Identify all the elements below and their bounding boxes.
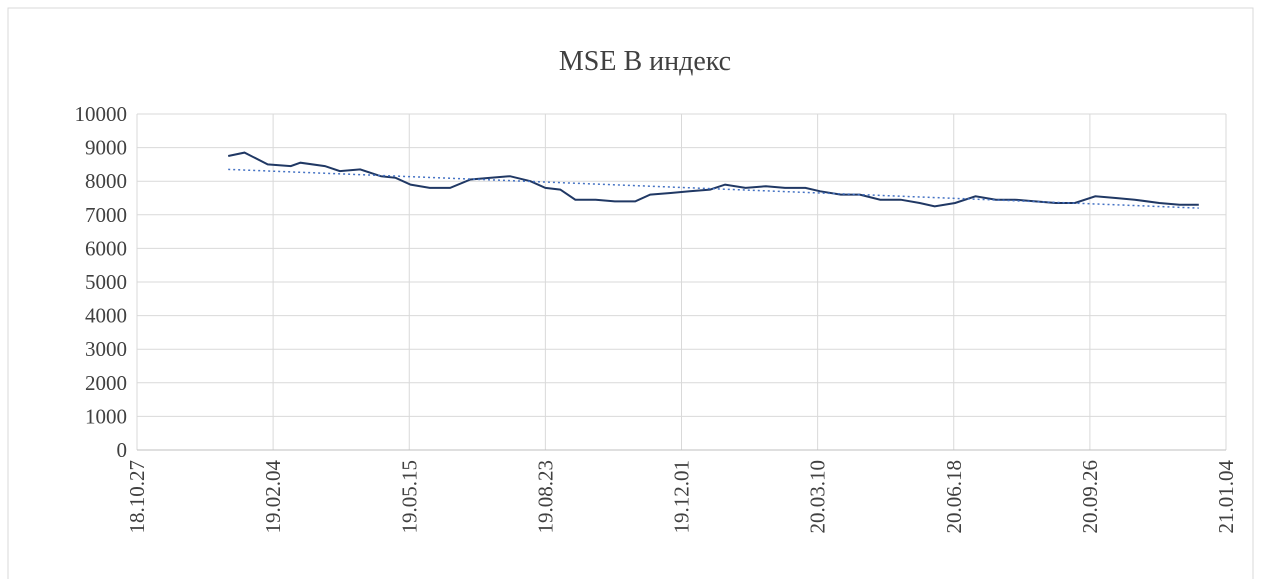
y-tick-label: 4000 — [85, 304, 127, 328]
y-tick-label: 8000 — [85, 169, 127, 193]
x-tick-label: 20.03.10 — [806, 460, 830, 534]
chart-title: MSE B индекс — [559, 46, 731, 77]
x-tick-label: 19.02.04 — [261, 460, 285, 534]
x-tick-label: 19.12.01 — [670, 460, 694, 534]
y-tick-label: 10000 — [75, 102, 128, 126]
y-tick-label: 2000 — [85, 371, 127, 395]
x-tick-label: 21.01.04 — [1214, 460, 1238, 534]
y-tick-label: 3000 — [85, 337, 127, 361]
x-tick-label: 20.06.18 — [942, 460, 966, 534]
y-tick-label: 9000 — [85, 136, 127, 160]
y-tick-label: 6000 — [85, 236, 127, 260]
x-tick-label: 18.10.27 — [125, 460, 149, 534]
y-tick-label: 7000 — [85, 203, 127, 227]
trend-line — [228, 168, 1199, 209]
x-tick-label: 19.08.23 — [533, 460, 557, 534]
data-line — [227, 151, 1199, 208]
chart-frame — [7, 7, 1254, 584]
y-tick-label: 5000 — [85, 270, 127, 294]
y-tick-label: 0 — [117, 438, 128, 462]
y-tick-label: 1000 — [85, 404, 127, 428]
x-tick-label: 20.09.26 — [1078, 460, 1102, 534]
x-tick-label: 19.05.15 — [397, 460, 421, 534]
